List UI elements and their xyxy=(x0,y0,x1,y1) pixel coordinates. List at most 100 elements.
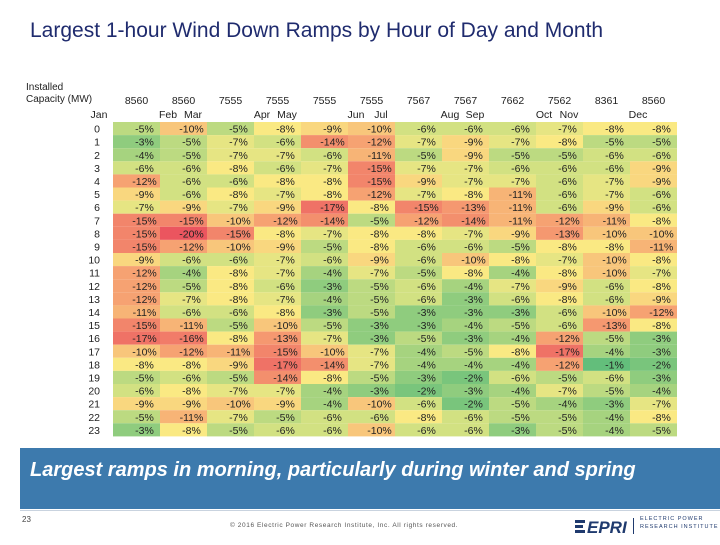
heatmap-cell-value: -8% xyxy=(182,425,201,437)
epri-logo-subtitle: ELECTRIC POWER RESEARCH INSTITUTE xyxy=(640,515,719,531)
heatmap-cell xyxy=(254,187,301,201)
hour-label: 17 xyxy=(88,346,100,358)
heatmap-cell xyxy=(348,266,395,280)
heatmap-cell xyxy=(630,122,677,136)
heatmap-cell-value: -10% xyxy=(461,255,486,267)
heatmap-cell xyxy=(254,344,301,358)
heatmap-cell-value: -8% xyxy=(511,346,530,358)
heatmap-cell xyxy=(583,279,630,293)
heatmap-cell-value: -8% xyxy=(182,386,201,398)
heatmap-cell xyxy=(536,331,583,345)
heatmap-cell xyxy=(395,397,442,411)
heatmap-cell xyxy=(207,187,254,201)
hour-label: 20 xyxy=(88,386,100,398)
capacity-label: 7567 xyxy=(454,95,478,107)
capacity-label: 8560 xyxy=(125,95,149,107)
heatmap-cell-value: -8% xyxy=(370,241,389,253)
heatmap-cell-value: -6% xyxy=(605,294,624,306)
hour-label: 14 xyxy=(88,307,100,319)
heatmap-cell xyxy=(348,344,395,358)
heatmap-cell-value: -6% xyxy=(323,412,342,424)
hour-label: 22 xyxy=(88,412,100,424)
heatmap-cell xyxy=(207,292,254,306)
heatmap-cell xyxy=(254,239,301,253)
heatmap-cell-value: -9% xyxy=(229,359,248,371)
month-label: Nov xyxy=(560,109,579,121)
heatmap-cell-value: -8% xyxy=(276,228,295,240)
heatmap-cell-value: -7% xyxy=(370,268,389,280)
heatmap-cell xyxy=(113,161,160,175)
heatmap-cell xyxy=(630,305,677,319)
heatmap-cell xyxy=(160,239,207,253)
heatmap-cell xyxy=(301,397,348,411)
heatmap-cell xyxy=(536,344,583,358)
heatmap-cell-value: -9% xyxy=(135,255,154,267)
heatmap-cell-value: -15% xyxy=(132,320,157,332)
heatmap-cell-value: -5% xyxy=(229,372,248,384)
heatmap-cell xyxy=(442,122,489,136)
heatmap-cell xyxy=(489,331,536,345)
heatmap-cell xyxy=(301,226,348,240)
heatmap-cell-value: -4% xyxy=(511,268,530,280)
heatmap-cell-value: -6% xyxy=(417,241,436,253)
heatmap-cell-value: -5% xyxy=(323,241,342,253)
heatmap-cell-value: -9% xyxy=(464,137,483,149)
hour-label: 15 xyxy=(88,320,100,332)
heatmap-cell xyxy=(254,384,301,398)
heatmap-cell-value: -3% xyxy=(652,346,671,358)
heatmap-cell-value: -8% xyxy=(229,163,248,175)
heatmap-cell-value: -8% xyxy=(276,176,295,188)
heatmap-cell-value: -15% xyxy=(179,215,204,227)
heatmap-cell xyxy=(254,135,301,149)
heatmap-cell-value: -5% xyxy=(558,150,577,162)
heatmap-cell-value: -8% xyxy=(229,268,248,280)
heatmap-cell-value: -5% xyxy=(370,281,389,293)
month-label: Jul xyxy=(374,109,387,121)
heatmap-cell-value: -7% xyxy=(182,294,201,306)
heatmap-cell-value: -4% xyxy=(464,359,483,371)
heatmap-cell-value: -4% xyxy=(558,399,577,411)
heatmap-cell xyxy=(536,161,583,175)
heatmap-cell-value: -4% xyxy=(323,294,342,306)
heatmap-cell xyxy=(395,410,442,424)
heatmap-cell xyxy=(301,318,348,332)
heatmap-cell xyxy=(301,239,348,253)
heatmap-cell-value: -7% xyxy=(464,163,483,175)
heatmap-cell-value: -3% xyxy=(464,307,483,319)
heatmap-cell-value: -7% xyxy=(511,281,530,293)
heatmap-cell-value: -8% xyxy=(276,307,295,319)
heatmap-cell-value: -6% xyxy=(182,255,201,267)
heatmap-cell xyxy=(160,161,207,175)
heatmap-cell xyxy=(113,292,160,306)
heatmap-cell-value: -9% xyxy=(276,241,295,253)
heatmap-cell xyxy=(160,397,207,411)
heatmap-cell-value: -6% xyxy=(229,255,248,267)
heatmap-cell xyxy=(583,292,630,306)
hour-label: 12 xyxy=(88,281,100,293)
heatmap-cell-value: -14% xyxy=(320,137,345,149)
heatmap-cell xyxy=(207,410,254,424)
heatmap-cell xyxy=(301,135,348,149)
heatmap-cell-value: -7% xyxy=(417,189,436,201)
heatmap-cell-value: -7% xyxy=(276,268,295,280)
heatmap-cell-value: -12% xyxy=(555,333,580,345)
heatmap-cell-value: -6% xyxy=(370,412,389,424)
heatmap-cell xyxy=(113,213,160,227)
heatmap-cell xyxy=(160,253,207,267)
heatmap-cell-value: -8% xyxy=(652,124,671,136)
heatmap-cell xyxy=(536,370,583,384)
heatmap-cell-value: -6% xyxy=(558,320,577,332)
heatmap-cell xyxy=(207,357,254,371)
heatmap-cell xyxy=(583,318,630,332)
heatmap-cell xyxy=(583,239,630,253)
month-label: Feb xyxy=(159,109,177,121)
capacity-label: 7662 xyxy=(501,95,525,107)
heatmap-cell-value: -8% xyxy=(605,124,624,136)
heatmap-cell-value: -6% xyxy=(511,163,530,175)
heatmap-cell-value: -9% xyxy=(276,202,295,214)
heatmap-cell xyxy=(395,357,442,371)
heatmap-cell xyxy=(207,226,254,240)
heatmap-cell xyxy=(254,266,301,280)
heatmap-cell xyxy=(301,213,348,227)
